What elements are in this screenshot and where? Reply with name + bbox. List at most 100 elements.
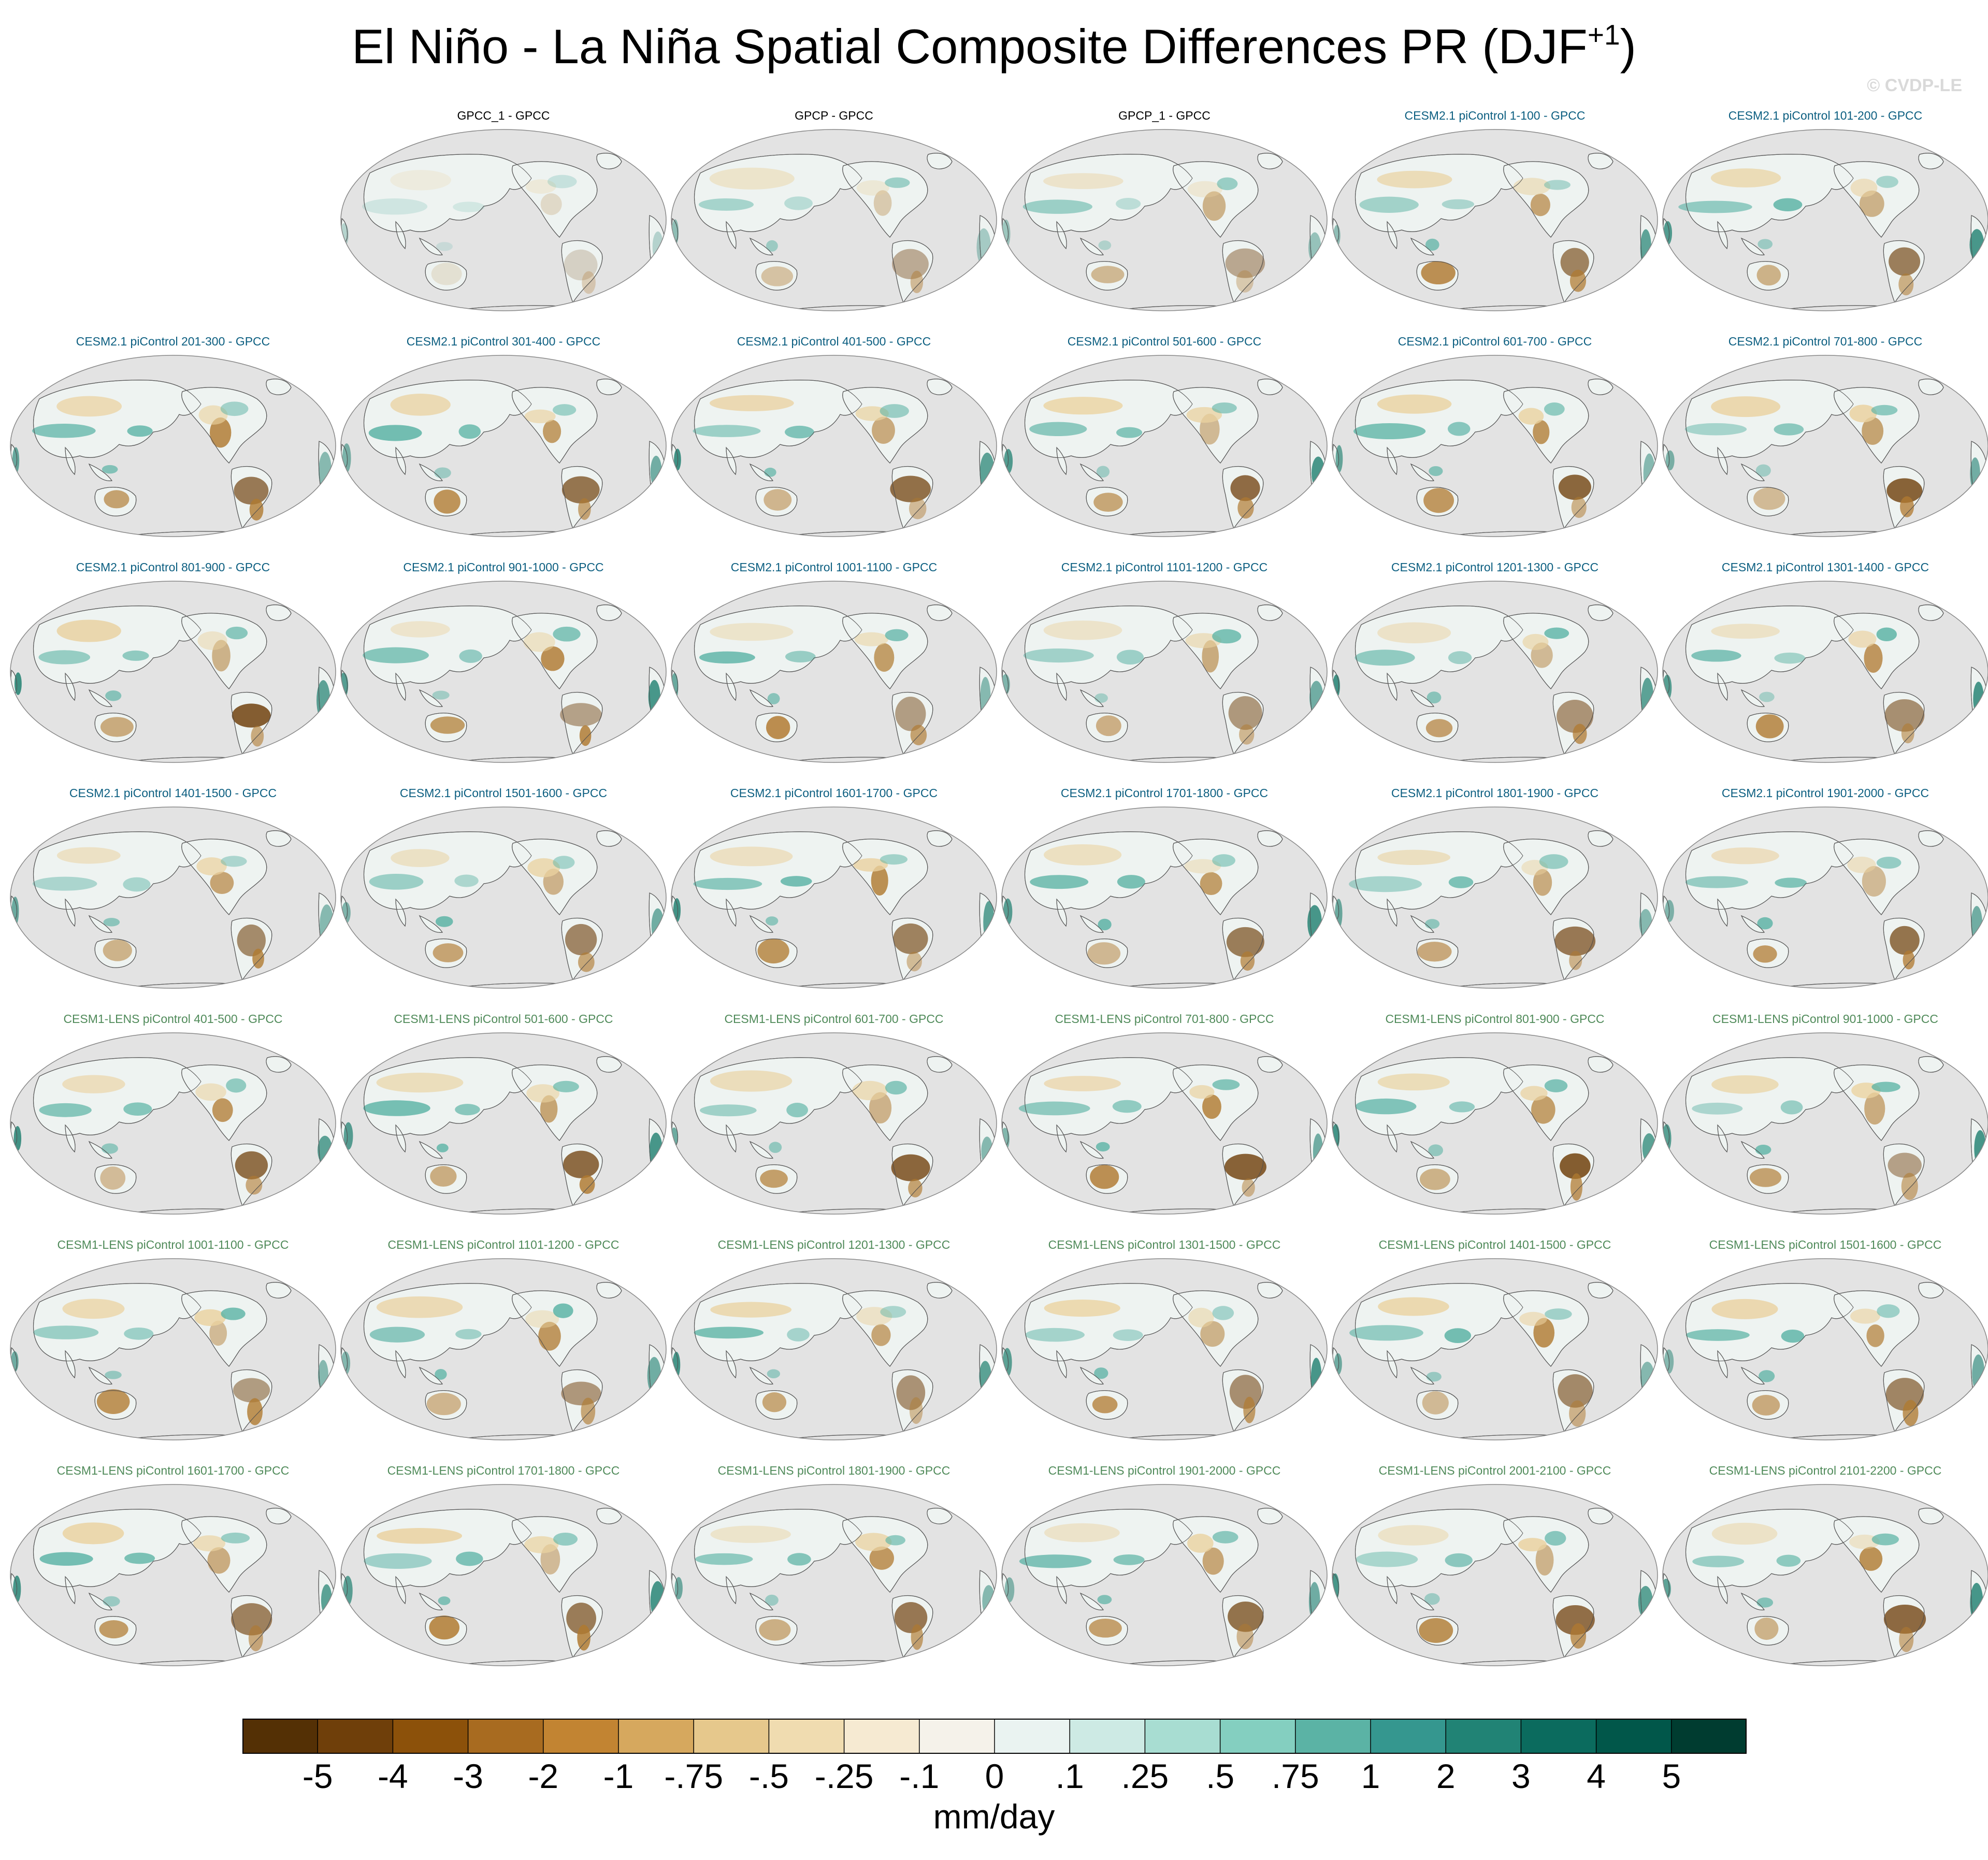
anomaly-patch: [33, 1325, 99, 1339]
coastline-namerica: [1503, 1064, 1589, 1141]
anomaly-patch: [1749, 1168, 1782, 1187]
coastline-australia: [425, 939, 467, 968]
panel-label: CESM1-LENS piControl 901-1000 - GPCC: [1712, 1012, 1938, 1026]
coastline-eurasia: [1025, 154, 1193, 233]
anomaly-patch: [1237, 497, 1254, 519]
coastline-sasia: [1717, 1576, 1728, 1604]
anomaly-patch: [1029, 422, 1087, 436]
anomaly-patch: [432, 690, 450, 700]
anomaly-patch: [1560, 248, 1589, 277]
coastline-australia: [1416, 713, 1459, 742]
anomaly-patch: [318, 1360, 328, 1390]
anomaly-patch: [1756, 265, 1781, 286]
coastline-seasia: [1410, 915, 1434, 933]
panel-label: CESM2.1 piControl 401-500 - GPCC: [737, 335, 931, 348]
anomaly-patch: [225, 626, 248, 640]
coastline-seasia: [1740, 1141, 1765, 1159]
coastline-australia: [1747, 1164, 1789, 1194]
coastline-sasia: [1056, 898, 1067, 927]
coastline-greenland: [1257, 1508, 1283, 1524]
coastline-greenland: [1588, 153, 1614, 169]
anomaly-patch: [767, 1369, 781, 1378]
anomaly-patch: [1753, 945, 1777, 963]
coastline-eurasia: [33, 605, 201, 684]
anomaly-patch: [1019, 1554, 1092, 1568]
anomaly-patch: [62, 1075, 125, 1093]
anomaly-patch: [1531, 1095, 1555, 1124]
anomaly-patch: [1643, 453, 1655, 494]
coastline-samerica: [1552, 917, 1594, 981]
anomaly-patch: [103, 918, 120, 927]
anomaly-patch: [906, 951, 922, 972]
anomaly-patch: [248, 1625, 263, 1651]
anomaly-patch: [761, 266, 794, 286]
title-superscript: +1: [1587, 19, 1620, 51]
map-panel: CESM1-LENS piControl 901-1000 - GPCC: [1661, 1011, 1988, 1216]
anomaly-patch: [1091, 266, 1125, 283]
anomaly-patch: [1520, 1086, 1548, 1101]
map-border: [1332, 355, 1658, 537]
anomaly-patch: [1098, 918, 1112, 931]
coastline-sasia: [1056, 672, 1067, 701]
map-panel: CESM1-LENS piControl 2101-2200 - GPCC: [1661, 1463, 1988, 1668]
anomaly-patch: [1202, 1094, 1221, 1119]
anomaly-patch: [699, 651, 755, 664]
map-border: [340, 806, 667, 989]
coastline-namerica: [842, 839, 928, 915]
anomaly-patch: [1226, 927, 1264, 957]
coastline-australia: [1416, 1390, 1459, 1420]
panel-label: CESM2.1 piControl 1101-1200 - GPCC: [1061, 560, 1268, 574]
coastline-eurasia: [1025, 831, 1193, 910]
colorbar-bin: [1295, 1719, 1371, 1754]
map-border: [1332, 581, 1658, 763]
coastline-seasia: [88, 1367, 112, 1385]
anomaly-patch: [1970, 1582, 1983, 1623]
anomaly-patch: [1775, 877, 1807, 888]
anomaly-patch: [122, 650, 149, 661]
anomaly-patch: [1755, 1144, 1771, 1155]
coastline-greenland: [927, 153, 953, 169]
anomaly-patch: [1756, 1597, 1774, 1608]
map-border: [671, 1484, 997, 1666]
colorbar-units-label: mm/day: [933, 1797, 1055, 1836]
anomaly-patch: [1678, 200, 1752, 213]
coastline-greenland: [1918, 830, 1944, 847]
coastline-australia: [94, 487, 137, 516]
anomaly-patch: [1972, 1354, 1985, 1393]
anomaly-patch: [1711, 1522, 1778, 1545]
coastline-samerica: [1552, 240, 1594, 304]
anomaly-patch: [880, 404, 909, 418]
colorbar-bin: [1220, 1719, 1296, 1754]
anomaly-patch: [209, 1320, 227, 1346]
map-border: [10, 1484, 336, 1666]
coastline-eurasia: [1686, 605, 1854, 684]
anomaly-patch: [1093, 493, 1123, 512]
anomaly-patch: [1848, 630, 1877, 648]
anomaly-patch: [871, 866, 888, 896]
panel-label: CESM2.1 piControl 901-1000 - GPCC: [403, 560, 604, 574]
map-border: [671, 1258, 997, 1440]
coastline-australia: [1747, 713, 1789, 742]
coastline-seasia: [749, 915, 773, 933]
coastline-australia: [94, 939, 137, 968]
coastline-greenland: [1588, 1282, 1614, 1299]
anomaly-patch: [547, 175, 577, 189]
coastline-greenland: [1257, 604, 1283, 621]
world-map: [1662, 355, 1988, 537]
anomaly-patch: [1876, 176, 1898, 188]
coastline-sasia: [395, 1124, 406, 1152]
coastline-seasia: [1410, 1593, 1434, 1610]
colorbar-bin: [1596, 1719, 1672, 1754]
anomaly-patch: [1349, 1325, 1423, 1341]
title-close: ): [1620, 19, 1636, 74]
anomaly-patch: [1665, 900, 1674, 922]
coastline-samerica: [1883, 1369, 1925, 1433]
panel-label: CESM1-LENS piControl 1101-1200 - GPCC: [387, 1238, 620, 1251]
coastline-australia: [425, 261, 467, 291]
anomaly-patch: [1522, 633, 1549, 650]
anomaly-patch: [891, 1154, 930, 1181]
panel-label: CESM1-LENS piControl 1001-1100 - GPCC: [57, 1238, 289, 1251]
anomaly-patch: [1043, 621, 1122, 640]
coastline-greenland: [1257, 1056, 1283, 1073]
coastline-sasia: [726, 1124, 737, 1152]
